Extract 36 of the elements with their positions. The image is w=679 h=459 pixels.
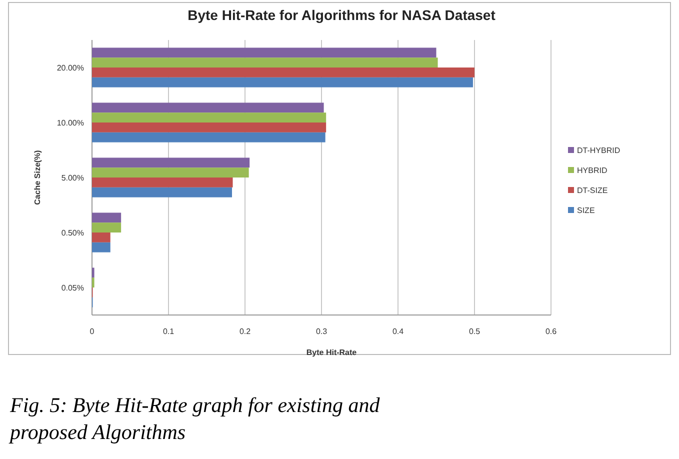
chart-title: Byte Hit-Rate for Algorithms for NASA Dataset xyxy=(188,7,496,23)
legend-label: HYBRID xyxy=(577,166,608,175)
x-axis-title: Byte Hit-Rate xyxy=(306,348,358,357)
y-tick-label: 20.00% xyxy=(56,64,84,72)
x-tick-label: 0.6 xyxy=(545,327,558,336)
x-tick-label: 0.3 xyxy=(316,327,328,336)
bar xyxy=(92,48,436,58)
bar xyxy=(92,178,233,188)
bar xyxy=(92,77,473,88)
bar xyxy=(92,187,232,198)
bar xyxy=(92,158,250,168)
x-tick-label: 0 xyxy=(90,327,95,336)
bar xyxy=(92,222,122,232)
bar xyxy=(92,212,122,223)
bar xyxy=(92,112,326,122)
y-tick-label: 5.00% xyxy=(61,174,84,182)
x-tick-label: 0.2 xyxy=(239,327,252,336)
bar xyxy=(92,232,110,242)
legend-label: DT-SIZE xyxy=(577,186,608,195)
x-tick-label: 0.4 xyxy=(392,327,404,336)
bar xyxy=(92,68,474,78)
x-tick-label: 0.1 xyxy=(162,327,175,336)
legend-label: SIZE xyxy=(577,206,595,215)
bar xyxy=(92,132,326,142)
bar xyxy=(92,122,326,132)
bar xyxy=(92,58,438,68)
bar xyxy=(92,168,249,178)
y-tick-label: 0.50% xyxy=(61,228,84,238)
bar xyxy=(92,242,110,252)
caption: Fig. 5: Byte Hit-Rate graph for existing and proposed Algorithms xyxy=(8,393,380,444)
y-tick-label: 10.00% xyxy=(56,118,84,128)
y-axis-title: Cache Size(%) xyxy=(33,150,42,205)
x-tick-label: 0.5 xyxy=(468,327,481,336)
bar xyxy=(92,102,324,113)
legend-label: DT-HYBRID xyxy=(577,146,620,155)
y-tick-label: 0.05% xyxy=(61,284,84,292)
